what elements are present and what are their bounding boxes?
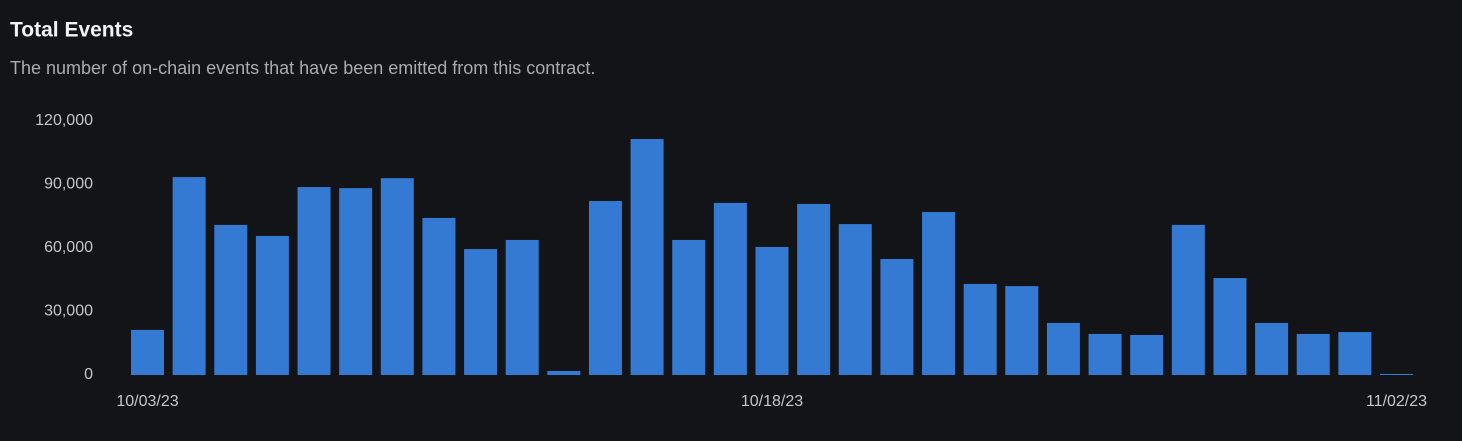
x-tick-label: 10/03/23 — [116, 393, 178, 410]
bar — [1380, 373, 1413, 375]
bar — [505, 239, 539, 375]
chart-subtitle: The number of on-chain events that have … — [10, 58, 595, 78]
bar — [797, 203, 831, 375]
bar — [297, 187, 331, 375]
bar — [1338, 332, 1372, 375]
bar — [588, 201, 622, 375]
bar — [422, 217, 456, 375]
bar — [1213, 278, 1247, 375]
y-tick-label: 120,000 — [35, 112, 93, 129]
bar — [131, 329, 164, 375]
bar — [255, 235, 289, 375]
bar — [1005, 286, 1039, 375]
bar — [672, 239, 706, 375]
bar — [1046, 322, 1080, 375]
bar — [339, 188, 373, 375]
bar — [963, 283, 997, 375]
y-tick-label: 0 — [84, 366, 93, 383]
x-tick-label: 11/02/23 — [1366, 393, 1427, 410]
chart-title: Total Events — [10, 19, 133, 42]
bar — [1296, 333, 1330, 375]
y-tick-label: 60,000 — [44, 239, 93, 256]
bar — [922, 212, 956, 375]
bar — [214, 224, 248, 375]
x-tick-label: 10/18/23 — [741, 393, 803, 410]
bar — [630, 138, 664, 375]
bar — [1255, 322, 1289, 375]
bar — [1130, 334, 1164, 375]
bar — [713, 202, 747, 375]
bar — [1171, 224, 1205, 375]
bar — [838, 224, 872, 375]
bar — [547, 370, 581, 375]
y-tick-label: 30,000 — [44, 303, 93, 320]
y-tick-label: 90,000 — [44, 176, 93, 193]
bar — [1088, 333, 1122, 375]
bar — [464, 249, 498, 375]
bar — [880, 259, 914, 375]
bar — [755, 246, 789, 375]
bar — [172, 177, 206, 375]
bar — [380, 178, 414, 375]
